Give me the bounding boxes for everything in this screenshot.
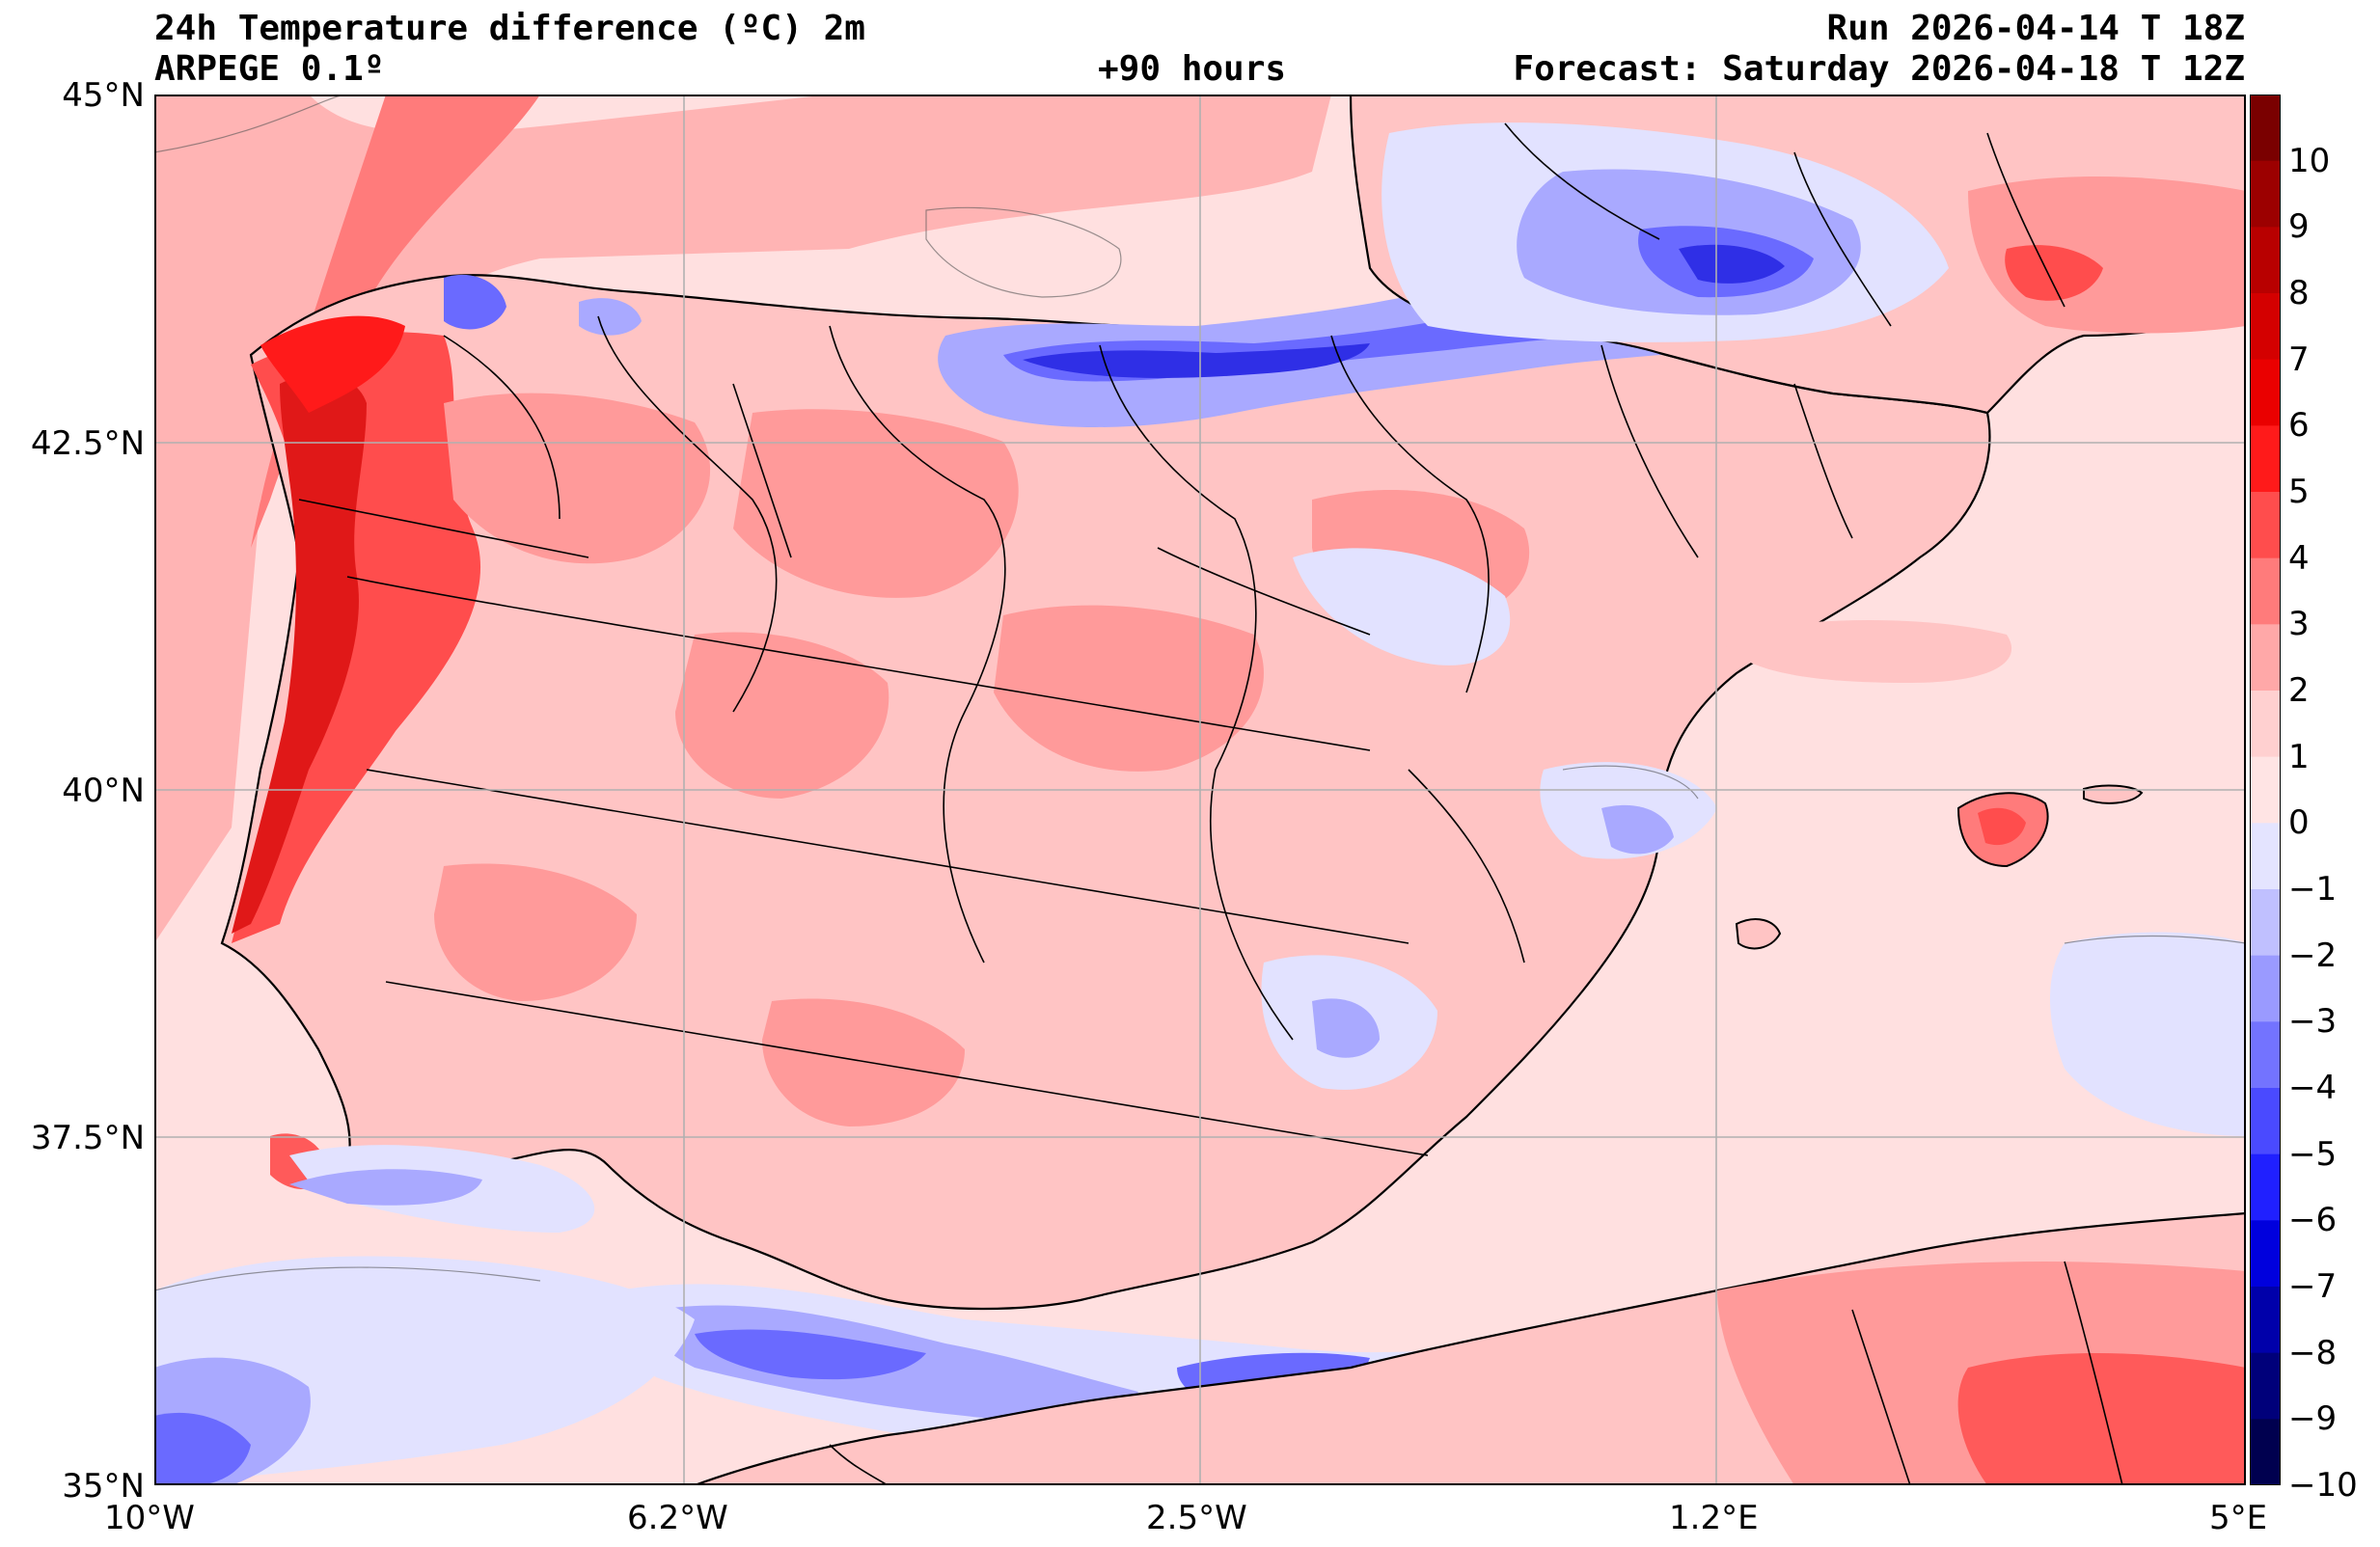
- sw-atlantic-colder: [154, 1412, 251, 1485]
- lon-label-6-2w: 6.2°W: [627, 1499, 728, 1537]
- med-warm-band: [1717, 620, 2012, 683]
- southeast-cold-spot: [1312, 998, 1380, 1058]
- colorbar-frame: [2250, 95, 2281, 1485]
- lon-label-2-5w: 2.5°W: [1146, 1499, 1247, 1537]
- ibiza-land: [1735, 918, 1782, 950]
- colorbar-segment: [2250, 889, 2281, 957]
- lat-label-37-5: 37.5°N: [30, 1119, 145, 1157]
- lat-label-35: 35°N: [62, 1467, 145, 1506]
- graticule: [154, 95, 2246, 1485]
- regional-borders: [298, 122, 2123, 1485]
- colorbar-segment: [2250, 492, 2281, 559]
- east-med-cool: [2050, 932, 2246, 1136]
- alboran-colder: [695, 1329, 926, 1380]
- lead-time-label: +90 hours: [1098, 49, 1287, 89]
- colorbar-tick-label: −1: [2288, 870, 2338, 909]
- colorbar-tick-label: −9: [2288, 1399, 2338, 1439]
- lon-label-10w: 10°W: [104, 1499, 195, 1537]
- asturias-cold-spot: [444, 274, 506, 330]
- colorbar-tick-label: −6: [2288, 1201, 2338, 1240]
- colorbar-tick-label: −3: [2288, 1002, 2338, 1042]
- se-france-hot: [2005, 245, 2103, 301]
- colorbar-segment: [2250, 425, 2281, 493]
- colorbar-segment: [2250, 691, 2281, 758]
- colorbar-tick-label: −2: [2288, 936, 2338, 975]
- colorbar-segment: [2250, 1021, 2281, 1089]
- colorbar-segment: [2250, 227, 2281, 294]
- colorbar-segment: [2250, 624, 2281, 692]
- colorbar-tick-label: 2: [2288, 671, 2310, 710]
- south-cold-coast: [289, 1169, 482, 1206]
- inland-warm-patch-2: [733, 409, 1019, 598]
- west-coast-very-hot: [232, 373, 367, 934]
- atlantic-hot-streak: [251, 95, 540, 548]
- colorbar-tick-label: 7: [2288, 339, 2310, 379]
- colorbar-tick-label: 5: [2288, 473, 2310, 511]
- lat-label-45: 45°N: [62, 76, 145, 115]
- atlantic-warm-band: [154, 95, 1331, 943]
- lon-label-1-2e: 1.2°E: [1669, 1499, 1759, 1537]
- nw-hot-core: [260, 315, 405, 413]
- forecast-label: Forecast: Saturday 2026-04-18 T 12Z: [1513, 49, 2245, 89]
- colorbar: [2250, 95, 2281, 1485]
- model-label: ARPEGE 0.1º: [154, 49, 385, 89]
- france-coldest: [1679, 244, 1785, 284]
- colorbar-segment: [2250, 1088, 2281, 1155]
- inland-warm-patch-3: [994, 605, 1264, 772]
- lat-label-40: 40°N: [62, 772, 145, 810]
- inland-warm-patch-6: [434, 863, 637, 1001]
- chart-title: 24h Temperature difference (ºC) 2m: [154, 9, 865, 48]
- lon-label-5e: 5°E: [2209, 1499, 2268, 1537]
- colorbar-tick-label: −5: [2288, 1134, 2338, 1174]
- colorbar-segment: [2250, 756, 2281, 824]
- colorbar-tick-label: 4: [2288, 538, 2310, 578]
- lat-label-42-5: 42.5°N: [30, 424, 145, 463]
- colorbar-segment: [2250, 557, 2281, 625]
- cantabria-cold-spot: [579, 298, 642, 336]
- colorbar-segment: [2250, 1287, 2281, 1354]
- colorbar-tick-label: −7: [2288, 1267, 2338, 1306]
- colorbar-tick-label: −8: [2288, 1333, 2338, 1372]
- colorbar-tick-label: 8: [2288, 274, 2310, 312]
- mallorca-hot: [1978, 807, 2026, 846]
- east-cool-area: [1293, 548, 1511, 665]
- colorbar-segment: [2250, 1419, 2281, 1485]
- colorbar-tick-label: −4: [2288, 1069, 2338, 1107]
- colorbar-tick-label: 1: [2288, 737, 2310, 776]
- colorbar-segment: [2250, 359, 2281, 426]
- colorbar-tick-label: 0: [2288, 803, 2310, 843]
- run-label: Run 2026-04-14 T 18Z: [1826, 9, 2245, 48]
- colorbar-tick-label: 9: [2288, 207, 2310, 247]
- colorbar-segment: [2250, 1153, 2281, 1221]
- inland-warm-patch-1: [444, 393, 711, 564]
- temperature-difference-map: [154, 95, 2246, 1485]
- colorbar-segment: [2250, 160, 2281, 228]
- med-cool-streak: [1601, 804, 1674, 855]
- colorbar-tick-label: 6: [2288, 406, 2310, 446]
- algeria-hot: [1957, 1353, 2246, 1485]
- colorbar-tick-label: 3: [2288, 605, 2310, 644]
- north-coldest-core: [1023, 343, 1370, 378]
- inland-warm-patch-4: [675, 632, 889, 799]
- colorbar-segment: [2250, 955, 2281, 1022]
- colorbar-segment: [2250, 1220, 2281, 1288]
- colorbar-tick-label: −10: [2288, 1466, 2358, 1505]
- colorbar-segment: [2250, 1352, 2281, 1420]
- colorbar-tick-label: 10: [2288, 141, 2331, 180]
- colorbar-segment: [2250, 95, 2281, 162]
- inland-warm-patch-7: [762, 998, 965, 1126]
- map-frame: [154, 95, 2246, 1485]
- colorbar-segment: [2250, 823, 2281, 890]
- colorbar-segment: [2250, 293, 2281, 361]
